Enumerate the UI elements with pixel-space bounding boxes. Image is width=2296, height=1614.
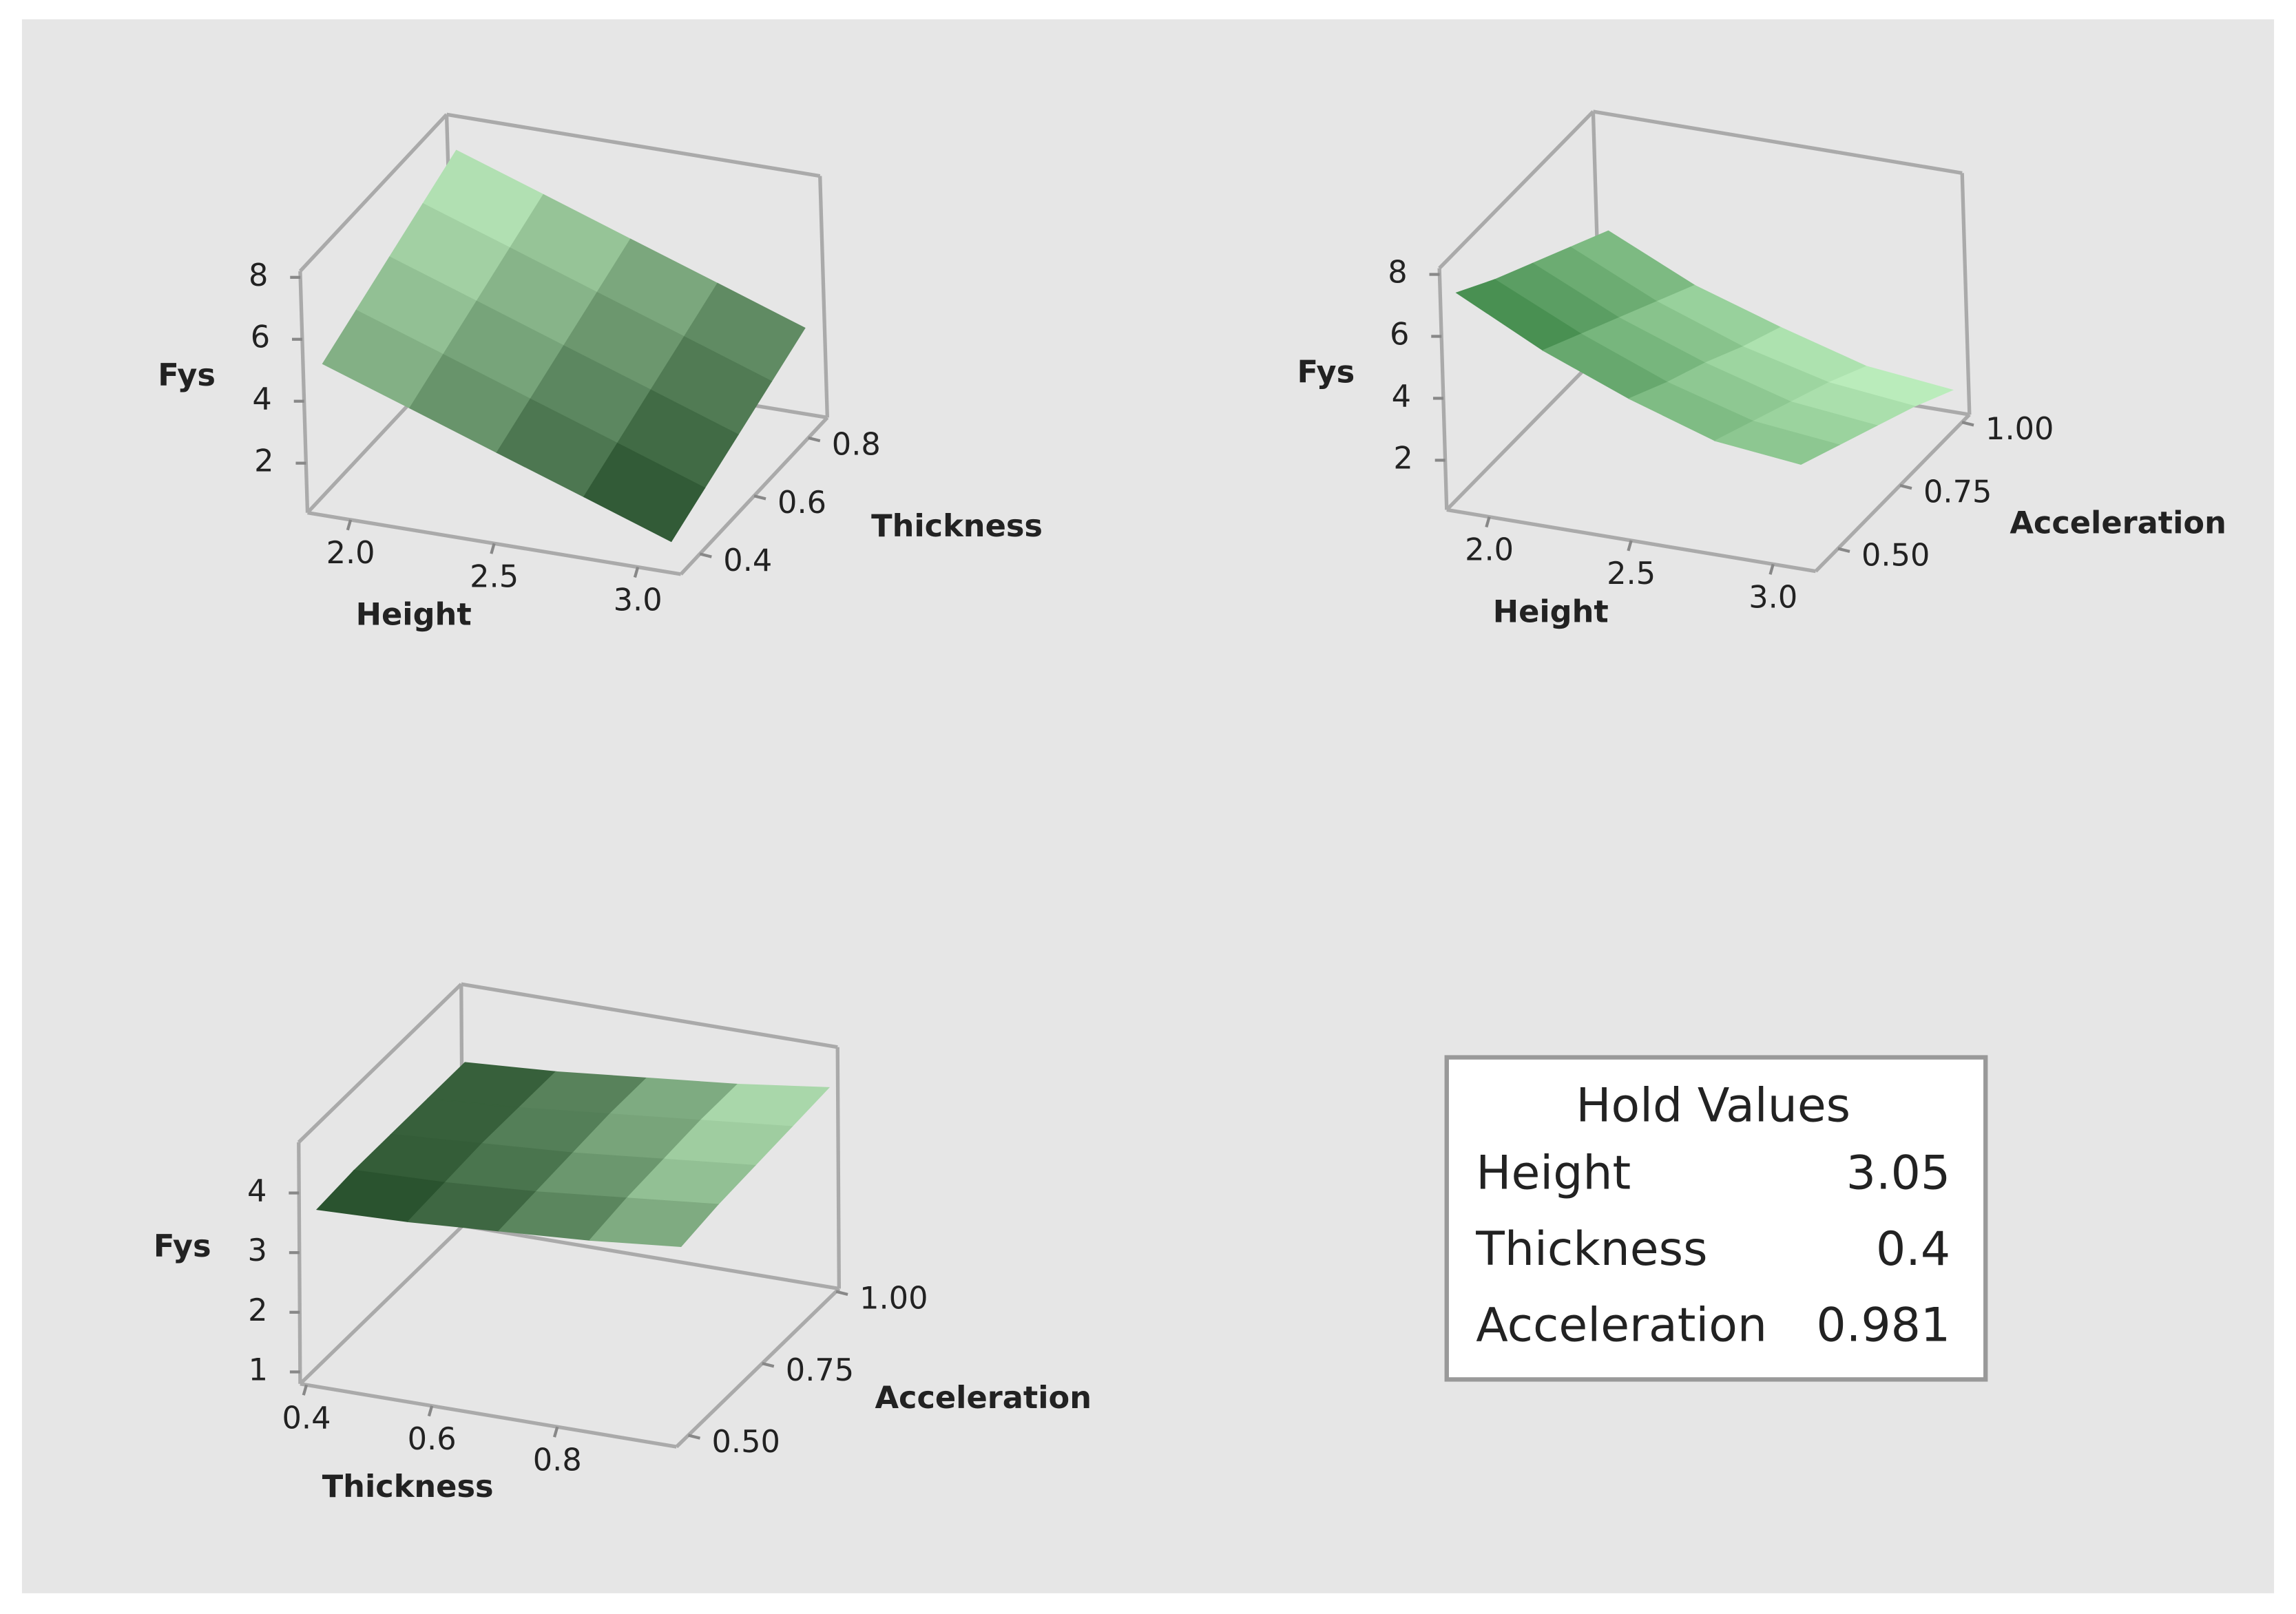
y-tick	[808, 436, 821, 443]
x-tick-label: 3.0	[1749, 579, 1797, 615]
y-axis-label: Thickness	[871, 508, 1043, 544]
axis-frame	[1438, 110, 1595, 270]
axis-frame	[297, 983, 463, 1144]
y-tick	[835, 1290, 848, 1297]
y-tick	[1899, 483, 1912, 490]
axis-frame	[1592, 109, 1963, 175]
hold-name: Thickness	[1475, 1222, 1707, 1277]
surface-panel: 2.0 2.5 3.0 0.40.60.8 2 4 6 8 Height Thickness Fys	[158, 112, 1043, 633]
axis-frame	[298, 113, 448, 273]
x-tick	[633, 567, 640, 578]
y-tick-label: 0.75	[786, 1352, 854, 1388]
z-tick-label: 2	[254, 443, 273, 479]
z-tick-label: 6	[1390, 316, 1409, 352]
hold-name: Height	[1476, 1146, 1631, 1200]
y-axis-label: Acceleration	[2010, 505, 2226, 541]
surface-patch	[583, 442, 706, 543]
axis-frame	[1437, 268, 1449, 510]
surface-panel: 2.0 2.5 3.0 0.50 0.75 1.00 2 4 6 8 Height Accelerat…	[1297, 109, 2226, 629]
axis-frame	[1445, 351, 1602, 512]
hold-value: 0.4	[1876, 1222, 1950, 1277]
z-axis-label: Fys	[158, 357, 216, 393]
y-tick-label: 1.00	[859, 1280, 928, 1316]
x-tick-label: 2.0	[1465, 532, 1514, 568]
x-tick	[1485, 516, 1491, 528]
y-tick	[1961, 421, 1974, 427]
y-tick	[762, 1362, 775, 1368]
hold-value: 3.05	[1846, 1146, 1950, 1200]
x-tick-label: 0.8	[533, 1442, 582, 1478]
x-tick-label: 0.6	[408, 1421, 457, 1457]
y-tick	[1837, 547, 1850, 553]
hold-values-frame	[1444, 1055, 1988, 1382]
axis-frame	[675, 1287, 841, 1449]
x-tick	[552, 1426, 559, 1438]
axis-frame	[300, 1382, 677, 1449]
x-axis-label: Height	[356, 597, 472, 633]
y-tick	[687, 1434, 701, 1440]
z-tick-label: 8	[249, 258, 268, 293]
y-tick-label: 0.4	[723, 543, 772, 578]
axis-frame	[297, 1142, 302, 1384]
y-tick-label: 0.50	[712, 1424, 780, 1460]
y-tick-label: 0.8	[832, 427, 881, 463]
y-tick	[753, 494, 766, 501]
x-tick	[1768, 563, 1775, 575]
z-tick-label: 1	[249, 1352, 268, 1387]
z-axis-label: Fys	[1297, 355, 1355, 390]
surface-patch	[1713, 421, 1841, 465]
x-tick	[427, 1405, 434, 1417]
z-tick-label: 6	[251, 319, 270, 355]
x-tick	[490, 543, 496, 554]
z-tick-label: 3	[248, 1233, 267, 1268]
z-axis-label: Fys	[154, 1228, 211, 1264]
x-tick	[302, 1384, 309, 1396]
axis-frame	[299, 1224, 464, 1385]
x-tick	[346, 519, 353, 531]
y-tick-label: 0.6	[777, 485, 826, 521]
axis-frame	[818, 176, 830, 418]
axis-frame	[1814, 413, 1971, 573]
x-tick-label: 2.0	[326, 535, 375, 571]
hold-values-title: Hold Values	[1576, 1079, 1850, 1133]
x-axis-label: Thickness	[322, 1469, 494, 1505]
z-tick-label: 4	[1392, 378, 1411, 414]
y-tick	[699, 552, 712, 558]
y-tick-label: 0.75	[1923, 474, 1992, 510]
axis-frame	[461, 982, 838, 1049]
x-tick-label: 0.4	[282, 1400, 331, 1436]
x-tick-label: 2.5	[1607, 556, 1656, 591]
x-axis-label: Height	[1493, 594, 1609, 629]
y-tick-label: 1.00	[1985, 411, 2054, 447]
hold-value: 0.981	[1816, 1299, 1950, 1353]
z-tick-label: 4	[252, 381, 271, 417]
axis-frame	[835, 1047, 842, 1289]
axis-frame	[446, 112, 821, 178]
z-tick-label: 4	[247, 1173, 267, 1209]
surface-patch	[588, 1197, 720, 1247]
z-tick-label: 2	[1393, 440, 1412, 476]
z-tick-label: 8	[1388, 255, 1407, 291]
z-tick-label: 2	[248, 1292, 267, 1328]
y-tick-label: 0.50	[1861, 537, 1930, 573]
x-tick-label: 3.0	[614, 583, 662, 618]
axis-frame	[298, 271, 310, 513]
axis-frame	[462, 1224, 839, 1291]
x-tick-label: 2.5	[470, 558, 519, 594]
axis-frame	[1960, 173, 1972, 415]
y-axis-label: Acceleration	[875, 1380, 1092, 1416]
surface-panel: 0.4 0.6 0.8 0.500.751.00 1 2 3 4 Thickness Accele…	[154, 982, 1092, 1505]
x-tick	[1627, 540, 1633, 552]
hold-name: Acceleration	[1476, 1299, 1767, 1353]
hold-values-box: Hold Values	[1444, 1055, 1988, 1382]
